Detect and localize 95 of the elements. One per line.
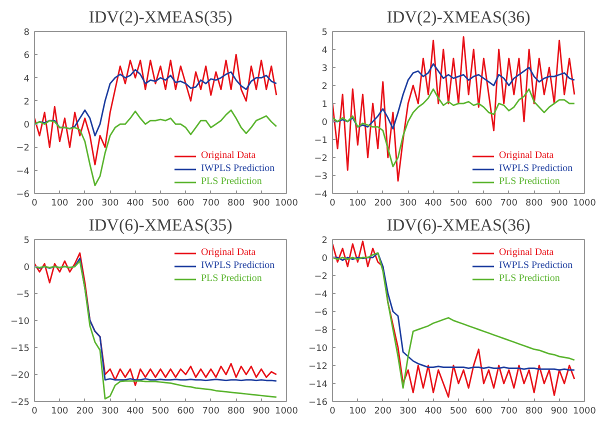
y-tick-label: 6 <box>24 51 30 62</box>
x-tick-label: 700 <box>500 198 518 208</box>
x-tick-label: 0 <box>32 406 38 416</box>
x-tick-label: 200 <box>374 406 392 416</box>
y-tick-label: −20 <box>10 371 30 381</box>
y-tick-label: −10 <box>10 317 30 327</box>
y-tick-label: 3 <box>322 64 328 74</box>
y-tick-label: −4 <box>16 166 30 177</box>
y-tick-label: −3 <box>314 172 328 182</box>
y-tick-label: −2 <box>314 272 328 282</box>
x-tick-label: 800 <box>526 406 543 416</box>
chart-title: IDV(2)-XMEAS(36) <box>386 8 530 26</box>
y-tick-label: −10 <box>308 344 328 354</box>
x-tick-label: 100 <box>349 406 367 416</box>
x-tick-label: 800 <box>526 198 543 208</box>
x-tick-label: 1000 <box>573 406 596 416</box>
y-tick-label: −12 <box>308 362 328 372</box>
chart-title: IDV(6)-XMEAS(35) <box>88 216 232 234</box>
text: IWPLS Prediction <box>201 260 275 271</box>
y-tick-label: −2 <box>16 144 30 154</box>
x-tick-label: 100 <box>349 198 367 208</box>
chart-title: IDV(2)-XMEAS(35) <box>88 8 232 26</box>
x-tick-label: 300 <box>102 198 119 208</box>
y-tick-label: 0 <box>24 120 30 131</box>
x-tick-label: 0 <box>330 406 336 416</box>
y-tick-label: 8 <box>24 28 30 38</box>
x-tick-label: 400 <box>126 406 144 416</box>
legend-label: PLS Prediction <box>499 176 560 187</box>
x-tick-label: 400 <box>424 198 442 208</box>
y-tick-label: −15 <box>10 344 30 354</box>
legend-label: PLS Prediction <box>201 176 262 187</box>
x-tick-label: 1000 <box>573 198 596 208</box>
legend-label: IWPLS Prediction <box>499 163 573 174</box>
x-tick-label: 600 <box>177 406 195 416</box>
legend-label: Original Data <box>499 150 554 161</box>
text: Original Data <box>499 247 554 258</box>
y-tick-label: 4 <box>24 74 30 84</box>
x-tick-label: 1000 <box>275 406 298 416</box>
x-tick-label: 1000 <box>275 198 298 208</box>
x-tick-label: 200 <box>76 406 94 416</box>
y-tick-label: 2 <box>24 97 30 108</box>
text: Original Data <box>201 247 256 258</box>
x-tick-label: 500 <box>152 198 170 208</box>
y-tick-label: −4 <box>314 190 328 200</box>
x-tick-label: 800 <box>228 406 245 416</box>
y-tick-label: 2 <box>322 82 328 92</box>
x-tick-label: 700 <box>500 406 518 416</box>
x-tick-label: 900 <box>252 198 270 208</box>
y-tick-label: −16 <box>308 398 328 408</box>
y-tick-label: −1 <box>314 136 328 146</box>
x-tick-label: 0 <box>330 198 336 208</box>
y-tick-label: −6 <box>16 190 30 200</box>
x-tick-label: 900 <box>550 406 568 416</box>
y-tick-label: 4 <box>322 46 328 56</box>
y-tick-label: −25 <box>10 398 30 408</box>
y-tick-label: −5 <box>16 290 30 300</box>
legend-label: Original Data <box>201 150 256 161</box>
chart-title: IDV(6)-XMEAS(36) <box>386 216 530 234</box>
y-tick-label: 0 <box>322 254 328 264</box>
x-tick-label: 300 <box>102 406 119 416</box>
x-tick-label: 0 <box>32 198 38 208</box>
x-tick-label: 400 <box>126 198 144 208</box>
y-tick-label: 1 <box>322 100 328 110</box>
x-tick-label: 900 <box>550 198 568 208</box>
y-tick-label: 5 <box>322 28 328 38</box>
x-tick-label: 100 <box>51 198 69 208</box>
x-tick-label: 600 <box>475 406 493 416</box>
x-tick-label: 400 <box>424 406 442 416</box>
x-tick-label: 700 <box>202 198 220 208</box>
x-tick-label: 200 <box>76 198 94 208</box>
x-tick-label: 500 <box>152 406 170 416</box>
y-tick-label: 2 <box>322 236 328 246</box>
x-tick-label: 300 <box>400 406 417 416</box>
legend-label: IWPLS Prediction <box>201 163 275 174</box>
x-tick-label: 600 <box>177 198 195 208</box>
y-tick-label: 0 <box>322 118 328 128</box>
x-tick-label: 500 <box>450 198 468 208</box>
text: IWPLS Prediction <box>499 260 573 271</box>
y-tick-label: 0 <box>24 263 30 273</box>
y-tick-label: −14 <box>308 380 328 390</box>
x-tick-label: 100 <box>51 406 69 416</box>
x-tick-label: 600 <box>475 198 493 208</box>
y-tick-label: −2 <box>314 154 328 164</box>
text: PLS Prediction <box>201 273 262 284</box>
y-tick-label: −4 <box>314 290 328 300</box>
x-tick-label: 700 <box>202 406 220 416</box>
x-tick-label: 900 <box>252 406 270 416</box>
y-tick-label: −8 <box>314 326 328 336</box>
x-tick-label: 500 <box>450 406 468 416</box>
y-tick-label: 5 <box>24 236 30 246</box>
x-tick-label: 200 <box>374 198 392 208</box>
y-tick-label: −6 <box>314 308 328 318</box>
text: PLS Prediction <box>499 273 560 284</box>
x-tick-label: 300 <box>400 198 417 208</box>
x-tick-label: 800 <box>228 198 245 208</box>
